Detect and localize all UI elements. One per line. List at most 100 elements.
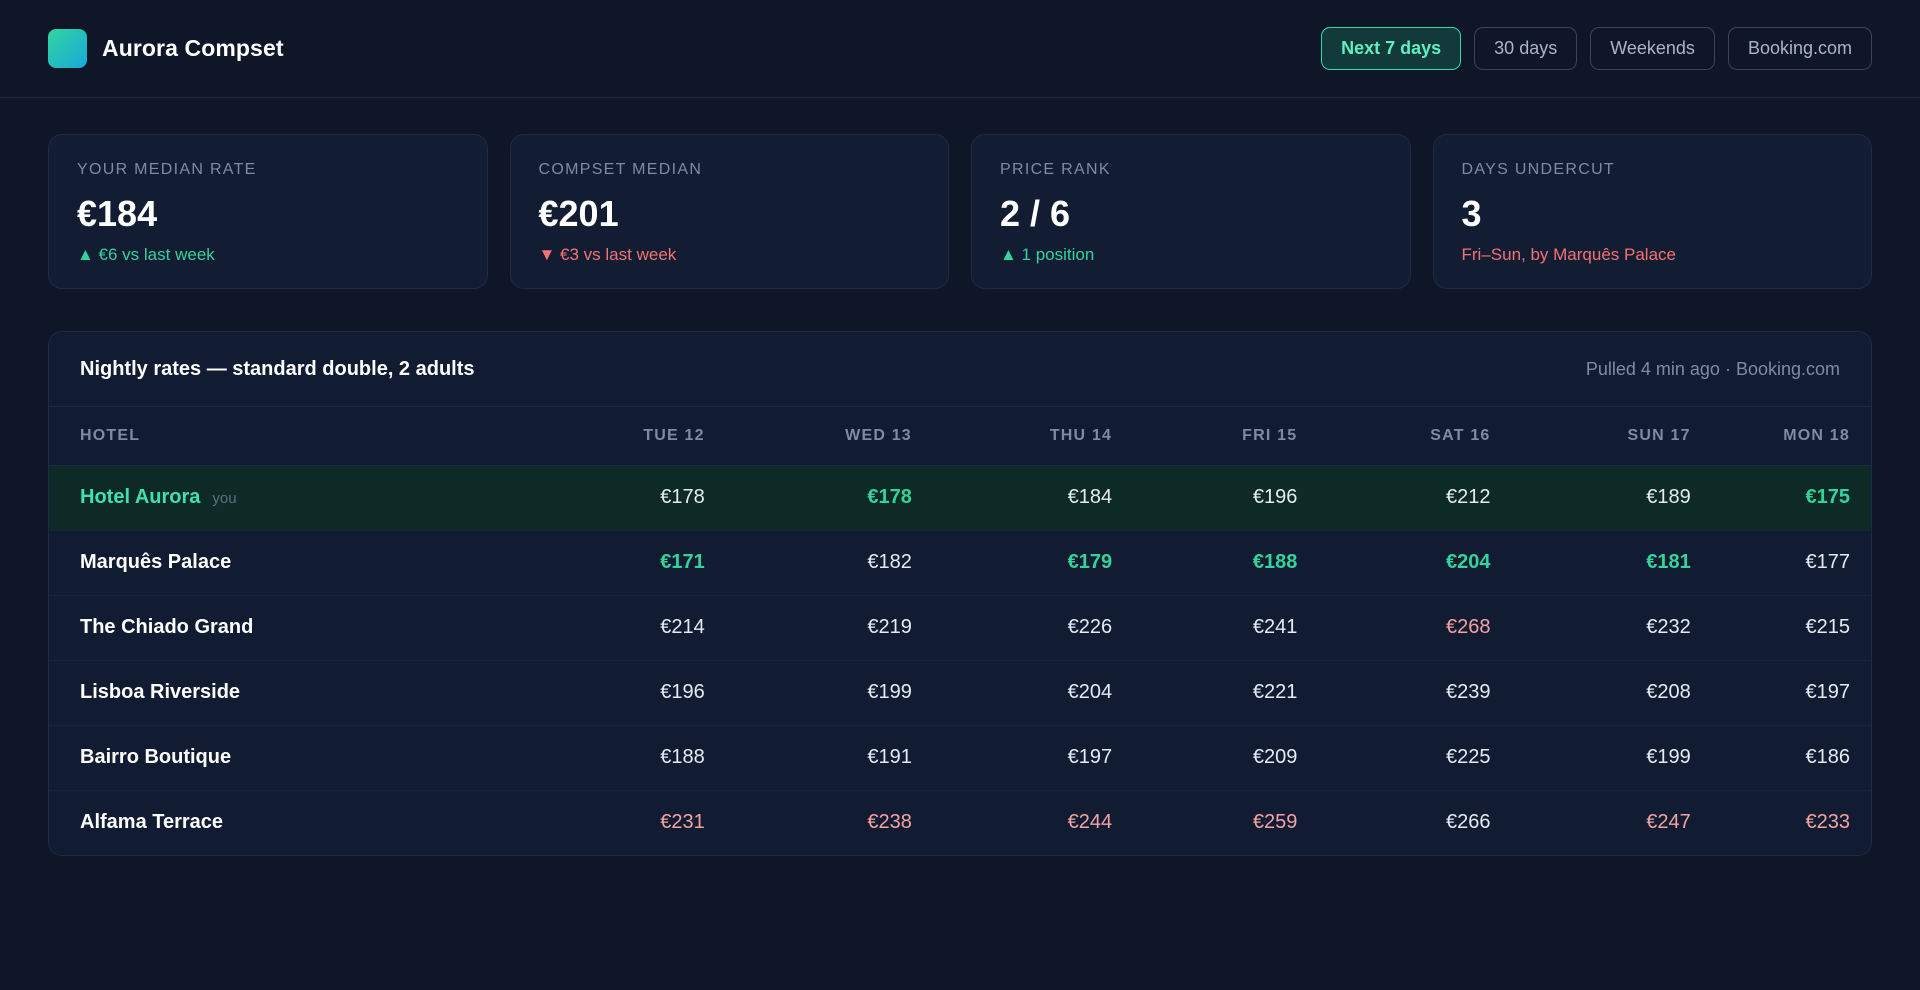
rate-cell: €212	[1297, 465, 1491, 531]
kpi-value: €201	[538, 193, 619, 234]
hotel-name-cell: The Chiado Grand	[49, 595, 474, 661]
rate-cell: €182	[704, 530, 912, 596]
rate-cell: €175	[1690, 465, 1871, 531]
rate-cell: €191	[704, 725, 912, 791]
filter-bar: Next 7 days 30 days Weekends Booking.com	[1321, 27, 1872, 70]
hotel-name-cell: Hotel Aurora you	[49, 465, 474, 531]
hotel-name: Bairro Boutique	[80, 746, 232, 768]
rate-cell: €221	[1112, 660, 1298, 726]
rate-cell: €232	[1490, 595, 1691, 661]
hotel-name-cell: Lisboa Riverside	[49, 660, 474, 726]
filter-30-days[interactable]: 30 days	[1474, 27, 1578, 70]
rate-cell: €233	[1805, 811, 1851, 834]
hotel-name: The Chiado Grand	[80, 616, 254, 638]
column-header-date: TUE 12	[473, 407, 705, 466]
rates-panel: Nightly rates — standard double, 2 adult…	[48, 331, 1872, 856]
rate-cell: €238	[867, 811, 912, 834]
rate-cell: €184	[911, 465, 1113, 531]
kpi-days-undercut: DAYS UNDERCUT 3 Fri–Sun, by Marquês Pala…	[1432, 134, 1872, 289]
column-header-date: THU 14	[911, 407, 1113, 466]
rates-panel-meta: Pulled 4 min ago · Booking.com	[1585, 358, 1840, 379]
rate-cell: €188	[1112, 530, 1298, 596]
hotel-name: Marquês Palace	[80, 551, 232, 573]
kpi-label: DAYS UNDERCUT	[1461, 161, 1616, 178]
rate-cell: €268	[1297, 595, 1491, 661]
kpi-delta: ▲ €6 vs last week	[77, 245, 215, 264]
hotel-name: Hotel Aurora	[80, 486, 201, 508]
rate-cell: €259	[1252, 811, 1298, 834]
rate-cell: €199	[704, 660, 912, 726]
rate-cell: €186	[1690, 725, 1871, 791]
rate-cell: €196	[1112, 465, 1298, 531]
table-header-row: HOTEL TUE 12 WED 13 THU 14 FRI 15 SAT 16 SUN …	[49, 407, 1871, 466]
app-logo-icon	[48, 29, 87, 68]
filter-next-7-days[interactable]: Next 7 days	[1321, 27, 1462, 70]
rates-table: HOTEL TUE 12 WED 13 THU 14 FRI 15 SAT 16 SUN …	[49, 407, 1871, 855]
kpi-value: €184	[77, 193, 158, 234]
filter-weekends[interactable]: Weekends	[1590, 27, 1715, 70]
rate-cell: €239	[1297, 660, 1491, 726]
rate-cell: €226	[911, 595, 1113, 661]
rate-cell: €266	[1446, 811, 1491, 834]
kpi-your-median-rate: YOUR MEDIAN RATE €184 ▲ €6 vs last week	[48, 134, 488, 289]
rate-cell: €241	[1112, 595, 1298, 661]
rate-cell: €231	[660, 811, 705, 834]
rate-cell: €199	[1490, 725, 1691, 791]
filter-source-booking[interactable]: Booking.com	[1727, 27, 1872, 70]
table-row[interactable]: Lisboa Riverside €196 €199 €204 €221 €239 €208…	[49, 660, 1871, 726]
kpi-delta: ▲ 1 position	[1000, 245, 1095, 264]
kpi-cards: YOUR MEDIAN RATE €184 ▲ €6 vs last week …	[0, 98, 1920, 289]
rate-cell: €244	[1067, 811, 1113, 834]
kpi-delta: Fri–Sun, by Marquês Palace	[1461, 245, 1677, 264]
rate-cell: €178	[473, 465, 705, 531]
rate-cell: €214	[473, 595, 705, 661]
rate-cell: €208	[1490, 660, 1691, 726]
rate-cell: €181	[1490, 530, 1691, 596]
column-header-hotel: HOTEL	[49, 407, 474, 466]
table-row[interactable]: Alfama Terrace €231 €238 €244 €259 €266 €247 €2…	[49, 790, 1871, 855]
rate-cell: €177	[1690, 530, 1871, 596]
brand: Aurora Compset	[48, 29, 284, 68]
rate-cell: €188	[473, 725, 705, 791]
kpi-delta: ▼ €3 vs last week	[538, 245, 677, 264]
rate-cell: €225	[1297, 725, 1491, 791]
column-header-date: SUN 17	[1490, 407, 1691, 466]
table-row[interactable]: The Chiado Grand €214 €219 €226 €241 €268 €232…	[49, 595, 1871, 661]
rate-cell: €209	[1112, 725, 1298, 791]
column-header-date: MON 18	[1690, 407, 1871, 466]
rates-panel-header: Nightly rates — standard double, 2 adult…	[49, 332, 1871, 407]
hotel-name: Alfama Terrace	[80, 811, 224, 834]
kpi-label: COMPSET MEDIAN	[538, 161, 703, 178]
rate-cell: €196	[473, 660, 705, 726]
rate-cell: €204	[1297, 530, 1491, 596]
table-row[interactable]: Hotel Aurora you €178 €178 €184 €196 €212 €189 €…	[49, 465, 1871, 531]
rate-cell: €247	[1646, 811, 1691, 834]
top-bar: Aurora Compset Next 7 days 30 days Weeke…	[0, 0, 1920, 98]
table-row[interactable]: Marquês Palace €171 €182 €179 €188 €204 €181 €1…	[49, 530, 1871, 596]
rates-panel-title: Nightly rates — standard double, 2 adult…	[80, 357, 475, 380]
column-header-date: SAT 16	[1297, 407, 1491, 466]
column-header-date: FRI 15	[1112, 407, 1298, 466]
kpi-value: 3	[1461, 193, 1482, 234]
app-title: Aurora Compset	[102, 35, 284, 61]
rate-cell: €179	[911, 530, 1113, 596]
hotel-name: Lisboa Riverside	[80, 681, 241, 703]
rate-cell: €219	[704, 595, 912, 661]
table-row[interactable]: Bairro Boutique €188 €191 €197 €209 €225 €199 €…	[49, 725, 1871, 791]
column-header-date: WED 13	[704, 407, 912, 466]
rate-cell: €204	[911, 660, 1113, 726]
kpi-label: PRICE RANK	[1000, 161, 1111, 178]
rate-cell: €189	[1490, 465, 1691, 531]
rate-cell: €197	[911, 725, 1113, 791]
rate-cell: €178	[704, 465, 912, 531]
kpi-label: YOUR MEDIAN RATE	[77, 161, 257, 178]
hotel-name-cell: Bairro Boutique	[49, 725, 474, 791]
rates-table-body: Hotel Aurora you €178 €178 €184 €196 €212 €189 €…	[49, 465, 1871, 855]
rate-cell: €197	[1690, 660, 1871, 726]
hotel-name-cell: Alfama Terrace	[49, 790, 473, 855]
rate-cell: €171	[473, 530, 705, 596]
kpi-compset-median: COMPSET MEDIAN €201 ▼ €3 vs last week	[509, 134, 949, 289]
kpi-price-rank: PRICE RANK 2 / 6 ▲ 1 position	[971, 134, 1411, 289]
kpi-value: 2 / 6	[1000, 193, 1071, 234]
rate-cell: €215	[1690, 595, 1871, 661]
